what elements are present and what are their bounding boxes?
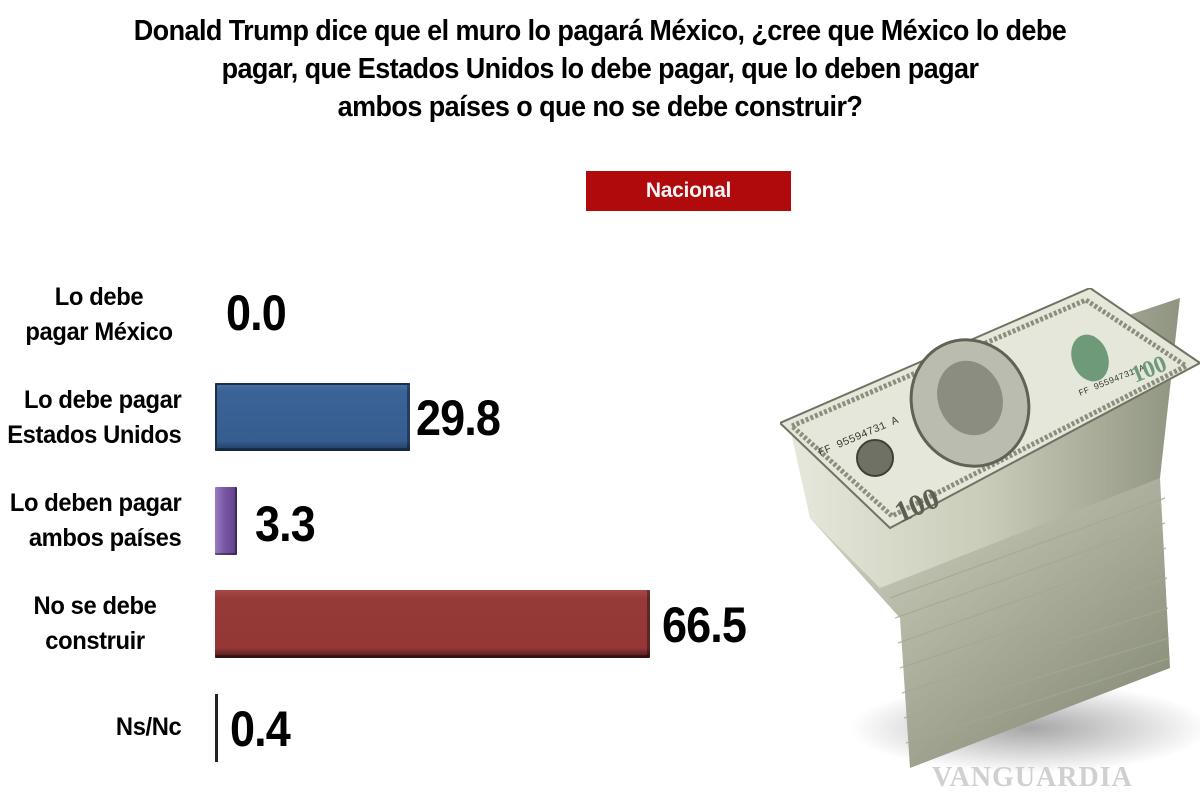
category-label-estados-unidos: Lo debe pagar Estados Unidos [7,386,182,449]
category-label-ambos-paises: Lo deben pagar ambos países [9,489,182,552]
category-label-mexico: Lo debe pagar México [25,283,173,346]
value-label-no-construir: 66.5 [662,597,747,653]
legend-badge-nacional: Nacional [586,171,791,211]
watermark: VANGUARDIA [932,762,1133,793]
value-label-mexico: 0.0 [226,285,287,341]
value-label-ambos-paises: 3.3 [255,496,316,552]
money-stack-image: FF 95594731 A FF 95594731 A 100 100 [780,288,1200,773]
chart-title: Donald Trump dice que el muro lo pagará … [133,15,1067,123]
category-label-ns-nc: Ns/Nc [115,713,182,741]
bar-ns-nc [215,694,218,762]
bar-ambos-paises [215,487,237,555]
bar-estados-unidos [215,383,410,451]
value-label-ns-nc: 0.4 [230,701,291,757]
bar-no-construir [215,590,650,658]
category-label-no-construir: No se debe construir [33,592,157,655]
value-label-estados-unidos: 29.8 [416,390,501,446]
